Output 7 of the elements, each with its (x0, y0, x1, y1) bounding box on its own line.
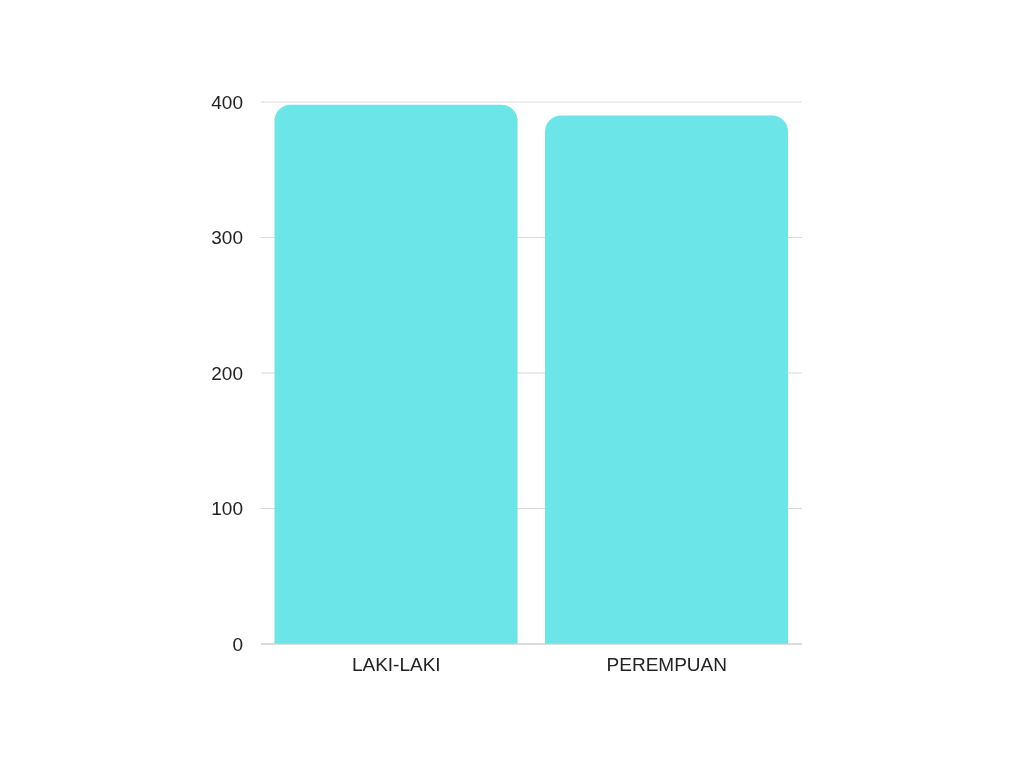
y-tick-label: 100 (211, 498, 243, 520)
x-tick-label: PEREMPUAN (606, 654, 727, 676)
y-tick-label: 300 (211, 227, 243, 249)
y-tick-label: 200 (211, 362, 243, 384)
y-tick-label: 0 (232, 633, 243, 655)
y-tick-label: 400 (211, 91, 243, 113)
x-tick-label: LAKI-LAKI (351, 654, 441, 676)
